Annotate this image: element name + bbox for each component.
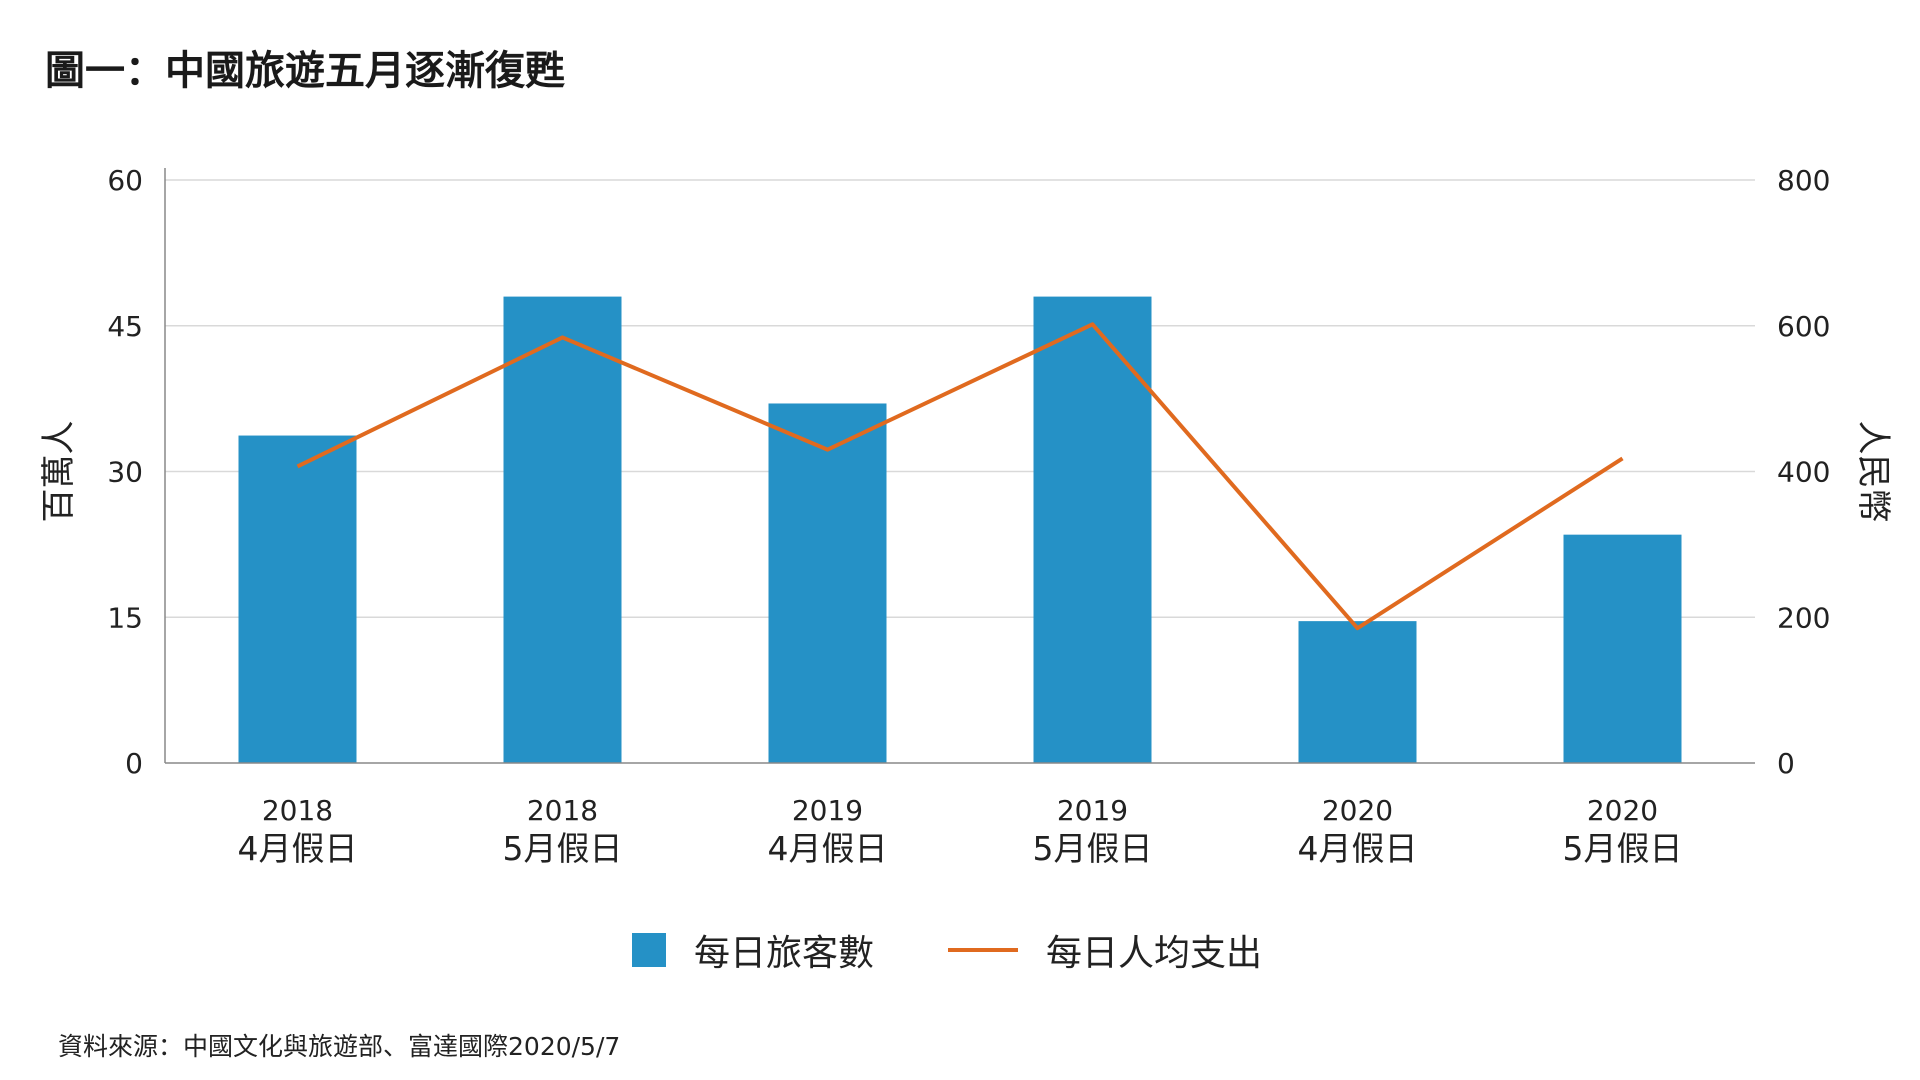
source-note: 資料來源：中國文化與旅遊部、富達國際2020/5/7 <box>58 1032 621 1061</box>
y-right-tick-label: 800 <box>1777 164 1830 197</box>
line-path <box>296 322 1624 631</box>
bars <box>238 296 1682 763</box>
bar <box>1298 621 1417 763</box>
legend-item-spending: 每日人均支出 <box>948 920 1262 980</box>
y-right-tick-label: 600 <box>1777 310 1830 343</box>
x-tick-label-year: 2020 <box>1322 794 1393 827</box>
legend: 每日旅客數 每日人均支出 <box>0 920 1920 980</box>
y-left-tick-label: 30 <box>107 456 143 489</box>
bar <box>768 403 887 763</box>
bar <box>1563 534 1682 763</box>
x-tick-label-year: 2019 <box>792 794 863 827</box>
x-tick-label-year: 2020 <box>1587 794 1658 827</box>
x-tick-label-year: 2018 <box>262 794 333 827</box>
y-left-tick-label: 60 <box>107 164 143 197</box>
legend-label-visitors: 每日旅客數 <box>694 933 875 974</box>
axis-labels: 015304560020040060080020184月假日20185月假日20… <box>39 164 1893 868</box>
x-tick-label-year: 2019 <box>1057 794 1128 827</box>
x-tick-label-year: 2018 <box>527 794 598 827</box>
bar <box>503 296 622 763</box>
y-right-tick-label: 200 <box>1777 601 1830 634</box>
x-tick-label-period: 4月假日 <box>768 829 888 868</box>
y-left-tick-label: 45 <box>107 310 143 343</box>
x-tick-label-period: 5月假日 <box>1033 829 1153 868</box>
gridlines <box>165 179 1755 618</box>
legend-item-visitors: 每日旅客數 <box>632 920 874 980</box>
axes <box>164 168 1755 764</box>
spending-line <box>296 322 1624 631</box>
x-tick-label-period: 4月假日 <box>1298 829 1418 868</box>
chart-title: 圖一：中國旅遊五月逐漸復甦 <box>45 48 565 94</box>
legend-bar-swatch <box>632 933 666 967</box>
x-tick-label-period: 5月假日 <box>503 829 623 868</box>
legend-line-swatch <box>948 948 1018 952</box>
x-tick-label-period: 4月假日 <box>238 829 358 868</box>
y-right-tick-label: 400 <box>1777 456 1830 489</box>
bar <box>238 435 357 763</box>
bar <box>1033 296 1152 763</box>
y-left-tick-label: 15 <box>107 601 143 634</box>
x-tick-label-period: 5月假日 <box>1563 829 1683 868</box>
y-left-axis-title: 百萬人 <box>39 421 79 523</box>
y-left-tick-label: 0 <box>125 747 143 780</box>
y-right-axis-title: 人民幣 <box>1853 421 1893 523</box>
legend-label-spending: 每日人均支出 <box>1046 933 1263 974</box>
y-right-tick-label: 0 <box>1777 747 1795 780</box>
